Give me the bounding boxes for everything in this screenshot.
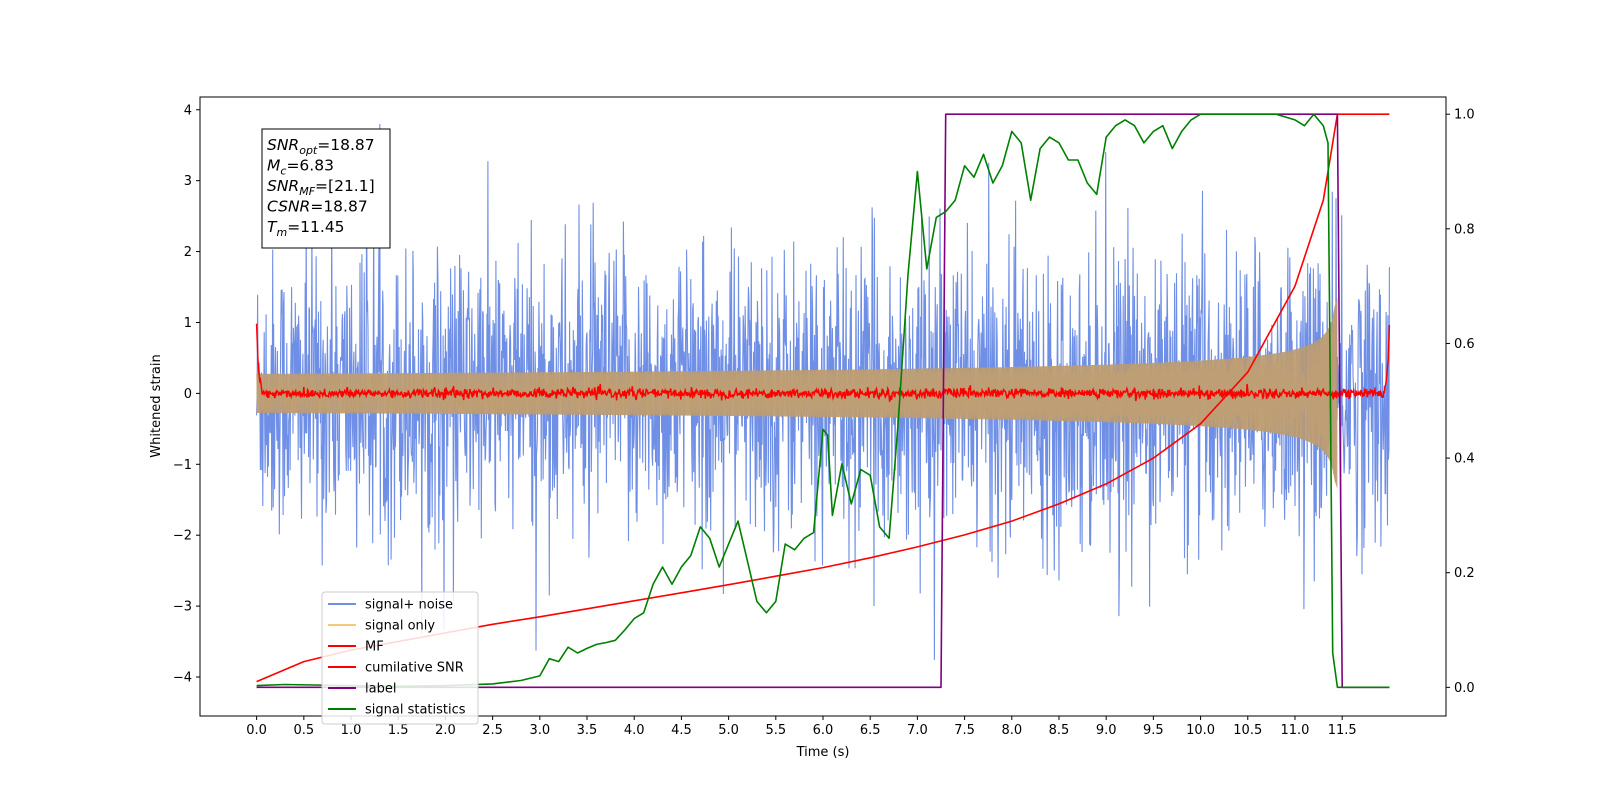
legend-label: signal only — [365, 619, 435, 634]
y2-tick-label: 0.8 — [1454, 222, 1475, 237]
x-tick-label: 4.0 — [624, 723, 645, 738]
info-value: =11.45 — [287, 218, 344, 236]
y2-tick-label: 0.6 — [1454, 337, 1475, 352]
x-tick-label: 0.0 — [246, 723, 267, 738]
info-subscript: MF — [299, 185, 315, 198]
y-tick-label: −1 — [173, 458, 192, 473]
legend-label: signal+ noise — [365, 598, 453, 613]
x-tick-label: 1.0 — [341, 723, 362, 738]
x-tick-label: 5.0 — [718, 723, 739, 738]
legend-frame — [321, 591, 479, 725]
legend: signal+ noise signal only MF cumilative SNR… — [321, 591, 479, 725]
info-symbol: SNR — [267, 177, 299, 195]
x-tick-label: 2.5 — [482, 723, 503, 738]
signal-statistics-line — [256, 113, 1390, 689]
y-tick-label: −4 — [173, 671, 192, 686]
legend-label: signal statistics — [365, 703, 466, 718]
info-symbol: CSNR — [267, 198, 310, 216]
info-box-frame — [261, 128, 391, 249]
x-tick-label: 6.5 — [860, 723, 881, 738]
y-tick-label: 2 — [184, 245, 192, 260]
y2-tick-label: 0.0 — [1454, 681, 1475, 696]
info-value: =6.83 — [286, 157, 334, 175]
x-tick-label: 3.0 — [529, 723, 550, 738]
x-tick-label: 2.0 — [435, 723, 456, 738]
x-tick-label: 1.5 — [388, 723, 409, 738]
x-tick-label: 11.5 — [1328, 723, 1357, 738]
y-axis-right: 1.0 0.8 0.6 0.4 0.2 0.0 — [1446, 108, 1475, 696]
x-tick-label: 10.0 — [1186, 723, 1215, 738]
y-axis-left: 4 3 2 1 0 −1 −2 −3 −4 — [173, 103, 200, 686]
legend-label: cumilative SNR — [365, 661, 464, 676]
x-tick-label: 9.0 — [1096, 723, 1117, 738]
y-tick-label: 3 — [184, 174, 192, 189]
x-tick-label: 4.5 — [671, 723, 692, 738]
series-mf — [255, 323, 1391, 402]
info-symbol: SNR — [267, 136, 299, 154]
x-tick-label: 9.5 — [1143, 723, 1164, 738]
info-value: =18.87 — [310, 198, 367, 216]
info-subscript: m — [276, 226, 287, 239]
info-value: =18.87 — [317, 136, 374, 154]
y-tick-label: −2 — [173, 529, 192, 544]
x-tick-label: 5.5 — [765, 723, 786, 738]
info-line: SNRMF=[21.1] — [267, 177, 375, 198]
info-subscript: opt — [299, 144, 318, 157]
info-line: Tm=11.45 — [267, 218, 345, 239]
y2-tick-label: 0.2 — [1454, 566, 1475, 581]
info-value: =[21.1] — [315, 177, 375, 195]
info-subscript: c — [280, 165, 286, 178]
x-axis: 0.0 0.5 1.0 1.5 2.0 2.5 3.0 3.5 4.0 4.5 5.0 5.5 6.0 6… — [246, 716, 1357, 738]
y-tick-label: 0 — [184, 387, 192, 402]
series-signal-statistics — [256, 113, 1390, 689]
x-axis-label: Time (s) — [796, 745, 850, 760]
y-tick-label: 1 — [184, 316, 192, 331]
x-tick-label: 11.0 — [1280, 723, 1309, 738]
mf-line — [255, 323, 1391, 402]
info-line: CSNR=18.87 — [267, 198, 368, 216]
x-tick-label: 0.5 — [293, 723, 314, 738]
info-line: SNRopt=18.87 — [267, 136, 375, 157]
y-tick-label: −3 — [173, 600, 192, 615]
x-tick-label: 7.0 — [907, 723, 928, 738]
y2-tick-label: 1.0 — [1454, 108, 1475, 123]
y-tick-label: 4 — [184, 103, 192, 118]
x-tick-label: 6.0 — [813, 723, 834, 738]
legend-label: MF — [365, 640, 384, 655]
y2-tick-label: 0.4 — [1454, 452, 1475, 467]
x-tick-label: 3.5 — [577, 723, 598, 738]
info-box: SNRopt=18.87Mc=6.83SNRMF=[21.1]CSNR=18.8… — [261, 128, 391, 249]
x-tick-label: 7.5 — [954, 723, 975, 738]
x-tick-label: 8.0 — [1001, 723, 1022, 738]
info-line: Mc=6.83 — [267, 157, 334, 178]
legend-label: label — [365, 682, 396, 697]
x-tick-label: 8.5 — [1049, 723, 1070, 738]
info-symbol: T — [267, 218, 278, 236]
info-symbol: M — [267, 157, 280, 175]
x-tick-label: 10.5 — [1233, 723, 1262, 738]
y-axis-label: Whitened strain — [149, 354, 164, 457]
